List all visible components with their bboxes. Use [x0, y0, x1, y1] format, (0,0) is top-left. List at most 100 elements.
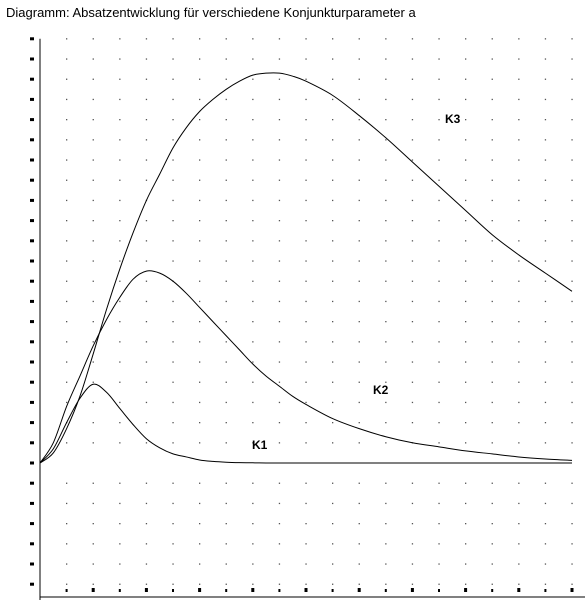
grid-dot: [199, 220, 201, 222]
grid-dot: [252, 159, 254, 161]
grid-dot: [332, 502, 334, 505]
grid-dot: [411, 199, 414, 202]
grid-dot: [145, 119, 148, 121]
grid-dot: [571, 220, 573, 222]
grid-dot: [491, 179, 493, 181]
y-tick: [30, 461, 34, 465]
grid-dot: [491, 502, 493, 505]
x-tick-minor: [225, 589, 228, 592]
grid-dot: [544, 38, 547, 40]
grid-dot: [305, 321, 307, 323]
grid-dot: [438, 280, 440, 282]
grid-dot: [438, 119, 440, 121]
grid-dot: [465, 422, 467, 424]
grid-dot: [92, 563, 94, 565]
grid-dot: [465, 341, 467, 343]
grid-dot: [438, 179, 440, 181]
grid-dot: [145, 543, 148, 545]
grid-dot: [411, 260, 414, 262]
grid-dot: [385, 523, 387, 525]
grid-dot: [465, 240, 467, 242]
grid-dot: [278, 442, 281, 444]
grid-dot: [252, 401, 254, 404]
grid-dot: [172, 58, 174, 60]
grid-dot: [332, 583, 334, 585]
grid-dot: [305, 78, 307, 80]
x-tick: [570, 588, 574, 592]
grid-dot: [411, 341, 414, 343]
y-tick: [30, 37, 34, 41]
grid-dot: [225, 422, 227, 424]
grid-dot: [225, 179, 227, 181]
grid-dot: [278, 98, 281, 101]
grid-dot: [66, 78, 68, 80]
grid-dot: [66, 523, 68, 525]
y-tick: [30, 421, 34, 425]
x-tick-minor: [384, 589, 387, 592]
grid-dot: [305, 583, 307, 585]
grid-dot: [92, 422, 94, 424]
grid-dot: [332, 381, 334, 383]
grid-dot: [66, 401, 68, 404]
grid-dot: [145, 341, 148, 343]
grid-dot: [571, 179, 573, 181]
grid-dot: [278, 179, 281, 181]
x-tick-minor: [438, 589, 440, 592]
grid-dot: [172, 119, 174, 121]
grid-dot: [465, 98, 467, 101]
y-tick: [30, 97, 34, 101]
grid-dot: [465, 78, 467, 80]
grid-dot: [199, 240, 201, 242]
y-tick: [30, 340, 34, 344]
grid-dot: [225, 543, 227, 545]
grid-dot: [145, 321, 148, 323]
grid-dot: [491, 280, 493, 282]
grid-dot: [411, 179, 414, 181]
grid-dot: [544, 543, 547, 545]
grid-dot: [358, 563, 360, 565]
grid-dot: [385, 300, 387, 303]
series-label-k2: K2: [373, 383, 389, 397]
grid-dot: [544, 300, 547, 303]
grid-dot: [358, 502, 360, 505]
grid-dot: [278, 220, 281, 222]
grid-dot: [119, 502, 121, 505]
x-tick: [251, 588, 255, 592]
grid-dot: [385, 199, 387, 202]
grid-dot: [465, 179, 467, 181]
grid-dot: [145, 442, 148, 444]
grid-dot: [225, 38, 227, 40]
grid-dot: [92, 220, 94, 222]
grid-dot: [119, 98, 121, 101]
grid-dot: [385, 260, 387, 262]
grid-dot: [305, 159, 307, 161]
grid-dot: [278, 119, 281, 121]
grid-dot: [411, 220, 414, 222]
grid-dot: [66, 502, 68, 505]
grid-dot: [518, 38, 520, 40]
grid-dot: [305, 361, 307, 363]
grid-dot: [92, 139, 94, 141]
grid-dot: [358, 98, 360, 101]
grid-dot: [252, 38, 254, 40]
grid-dot: [199, 119, 201, 121]
grid-dot: [438, 220, 440, 222]
grid-dot: [172, 502, 174, 505]
grid-dot: [411, 401, 414, 404]
grid-dot: [518, 341, 520, 343]
grid-dot: [252, 240, 254, 242]
grid-dot: [385, 422, 387, 424]
grid-dot: [385, 78, 387, 80]
x-tick-minor: [172, 589, 174, 592]
grid-dot: [66, 240, 68, 242]
grid-dot: [411, 139, 414, 141]
grid-dot: [544, 139, 547, 141]
grid-dot: [358, 442, 360, 444]
grid-dot: [518, 381, 520, 383]
y-tick: [30, 158, 34, 162]
grid-dot: [305, 199, 307, 202]
grid-dot: [252, 260, 254, 262]
grid-dot: [332, 179, 334, 181]
grid-dot: [518, 58, 520, 60]
grid-dot: [225, 401, 227, 404]
